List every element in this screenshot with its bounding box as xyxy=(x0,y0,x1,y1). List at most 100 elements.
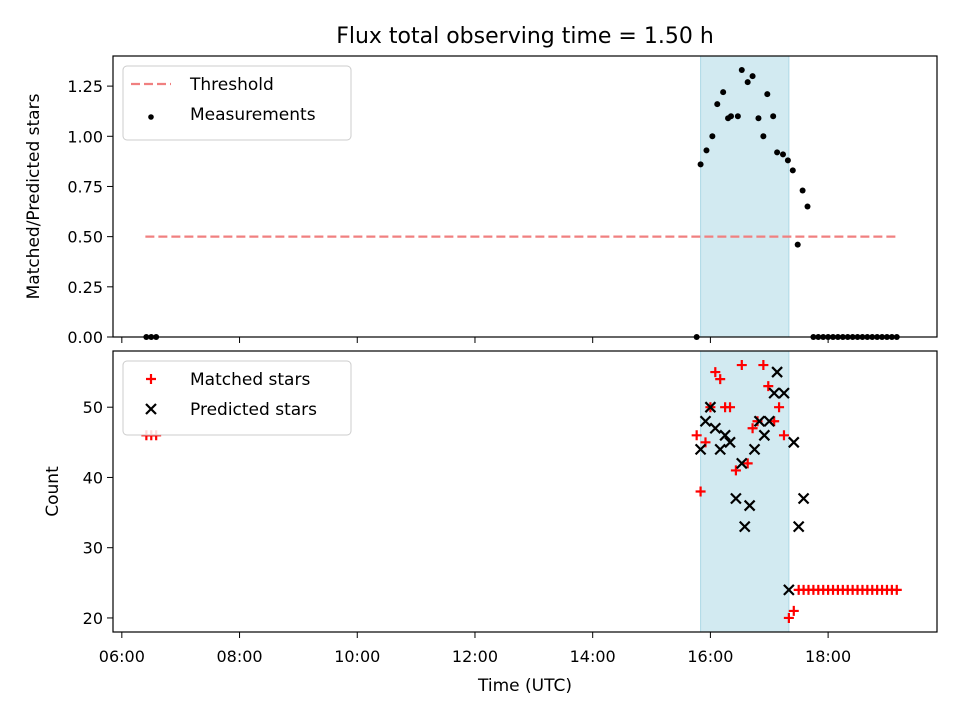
measurement-point xyxy=(804,203,811,210)
predicted-star-point xyxy=(797,492,810,505)
measurement-point xyxy=(779,151,786,158)
panel2-y-tick-label: 20 xyxy=(83,609,103,628)
measurement-point xyxy=(744,79,751,86)
measurement-point xyxy=(734,113,741,120)
panel1-axes-frame xyxy=(112,55,938,338)
matched-star-point xyxy=(715,374,726,385)
matched-star-point xyxy=(769,416,780,427)
matched-star-point xyxy=(788,605,799,616)
x-tick-label: 12:00 xyxy=(452,647,498,666)
matched-star-point xyxy=(758,360,769,371)
measurement-point xyxy=(728,113,734,120)
predicted-star-point xyxy=(704,401,717,413)
matched-star-point xyxy=(763,381,774,392)
predicted-star-point xyxy=(763,415,776,428)
x-tick-label: 10:00 xyxy=(334,647,380,666)
legend-measurement-swatch xyxy=(148,114,154,120)
measurement-point xyxy=(738,67,745,74)
panel2-plot: 20 30 40 50 06:00 08:00 10:00 12:00 14:00 16:00 18… xyxy=(43,350,938,666)
matched-star-point xyxy=(774,402,785,413)
legend-predicted-swatch xyxy=(145,403,157,415)
matched-star-point xyxy=(710,367,721,378)
measurement-point xyxy=(709,133,716,140)
measurement-point xyxy=(720,89,727,96)
legend-label: Predicted stars xyxy=(190,400,317,420)
matched-star-point xyxy=(691,430,702,441)
matched-star-point xyxy=(747,423,758,434)
x-tick-label: 14:00 xyxy=(570,647,616,666)
measurement-point xyxy=(799,187,806,194)
predicted-star-point xyxy=(730,492,742,505)
matched-star-point xyxy=(778,430,789,441)
panel2-y-tick-label: 40 xyxy=(83,468,103,487)
panel1-y-tick-label: 0.50 xyxy=(67,228,103,247)
panel2-y-axis-label: Count xyxy=(43,466,63,517)
measurement-point xyxy=(697,161,704,168)
panel1-y-axis-label: Matched/Predicted stars xyxy=(24,93,44,299)
measurement-point xyxy=(784,157,791,164)
matched-star-point xyxy=(695,486,706,497)
measurement-point xyxy=(714,101,721,108)
panel2-y-tick-label: 50 xyxy=(83,398,103,417)
panel1-plot: 0.00 0.25 0.50 0.75 1.00 1.25 Matched/Predicte… xyxy=(24,55,938,347)
matched-star-point xyxy=(891,584,902,595)
panel1-y-tick-label: 0.75 xyxy=(67,177,103,196)
predicted-star-point xyxy=(771,366,783,378)
matched-star-point xyxy=(783,612,794,623)
panel1-legend: Threshold Measurements xyxy=(122,65,352,141)
predicted-star-point xyxy=(709,422,722,435)
measurement-point xyxy=(774,149,781,156)
matched-star-point xyxy=(730,465,741,476)
panel1-legend-box xyxy=(122,65,352,141)
predicted-star-point xyxy=(783,584,795,596)
legend-matched-swatch xyxy=(146,374,156,384)
x-tick-label: 18:00 xyxy=(805,647,851,666)
predicted-star-point xyxy=(724,436,736,449)
measurement-point xyxy=(789,167,796,174)
measurement-point xyxy=(764,91,771,98)
series-predicted-stars xyxy=(694,366,810,596)
predicted-star-point xyxy=(753,415,766,428)
legend-label: Threshold xyxy=(189,75,274,95)
predicted-star-point xyxy=(714,443,726,456)
panel2-observing-window xyxy=(700,350,790,633)
predicted-star-point xyxy=(694,443,707,456)
chart-title: Flux total observing time = 1.50 h xyxy=(336,24,714,49)
measurement-point xyxy=(755,115,762,122)
panel1-observing-window xyxy=(700,55,790,338)
x-tick-label: 08:00 xyxy=(216,647,262,666)
x-tick-label: 06:00 xyxy=(99,647,145,666)
predicted-star-point xyxy=(768,387,780,399)
measurement-point xyxy=(760,133,767,140)
x-tick-label: 16:00 xyxy=(687,647,733,666)
panel1-y-tick-label: 1.25 xyxy=(67,77,103,96)
legend-label: Measurements xyxy=(190,105,316,125)
predicted-star-point xyxy=(788,436,800,449)
panel2-legend-box xyxy=(122,360,352,436)
predicted-star-point xyxy=(743,499,756,512)
panel2-axes-frame xyxy=(112,350,938,633)
legend-label: Matched stars xyxy=(190,370,310,390)
panel2-legend: Matched stars Predicted stars xyxy=(122,360,352,436)
predicted-star-point xyxy=(748,443,761,456)
measurement-point xyxy=(749,73,756,80)
panel1-y-tick-label: 0.25 xyxy=(67,278,103,297)
matched-star-point xyxy=(742,458,753,469)
matched-star-point xyxy=(725,402,736,413)
panel1-y-tick-label: 0.00 xyxy=(67,328,103,347)
predicted-star-point xyxy=(699,415,712,428)
x-axis-label: Time (UTC) xyxy=(477,676,572,696)
predicted-star-point xyxy=(792,520,805,533)
predicted-star-point xyxy=(719,429,731,442)
measurement-point xyxy=(703,147,710,154)
measurement-point xyxy=(794,241,801,248)
predicted-star-point xyxy=(778,387,790,399)
panel2-y-tick-label: 30 xyxy=(83,539,103,558)
measurement-point xyxy=(770,113,777,120)
panel1-y-tick-label: 1.00 xyxy=(67,127,103,146)
predicted-star-point xyxy=(736,457,748,470)
predicted-star-point xyxy=(738,520,751,533)
predicted-star-point xyxy=(758,429,771,442)
matched-star-point xyxy=(736,360,747,371)
